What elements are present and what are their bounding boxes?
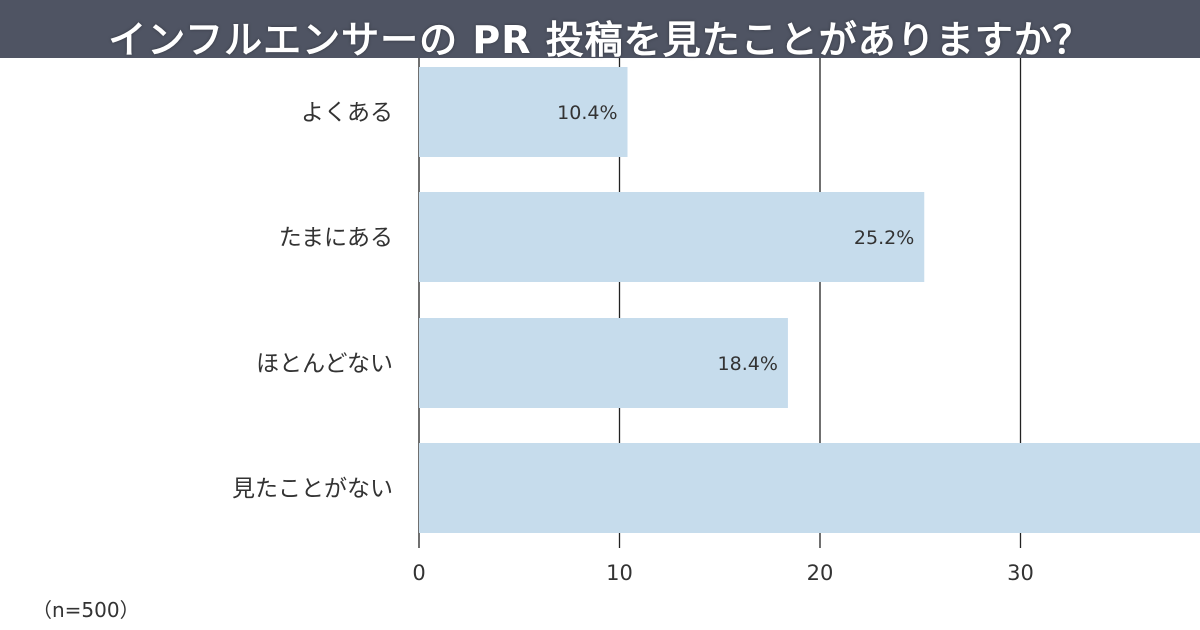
bars <box>419 67 1200 533</box>
bar <box>419 443 1200 533</box>
x-tick-label: 0 <box>412 561 425 585</box>
x-tick-label: 30 <box>1007 561 1034 585</box>
x-tick-label: 20 <box>807 561 834 585</box>
title-bar <box>0 0 1200 58</box>
bar <box>419 318 788 408</box>
bar <box>419 192 925 282</box>
labels: 01020304050(%)10.4%よくある25.2%たまにある18.4%ほと… <box>232 100 1034 585</box>
bar <box>419 67 628 157</box>
bar-value-label: 25.2% <box>854 227 914 249</box>
category-label: 見たことがない <box>232 476 393 502</box>
bar-value-label: 10.4% <box>557 102 617 124</box>
category-label: よくある <box>301 100 393 126</box>
chart-title: インフルエンサーの PR 投稿を見たことがありますか？ <box>108 18 1092 62</box>
category-label: ほとんどない <box>256 351 393 377</box>
sample-size-note: （n=500） <box>32 598 140 622</box>
category-label: たまにある <box>279 225 393 251</box>
bar-value-label: 18.4% <box>718 353 778 375</box>
x-tick-label: 10 <box>606 561 633 585</box>
